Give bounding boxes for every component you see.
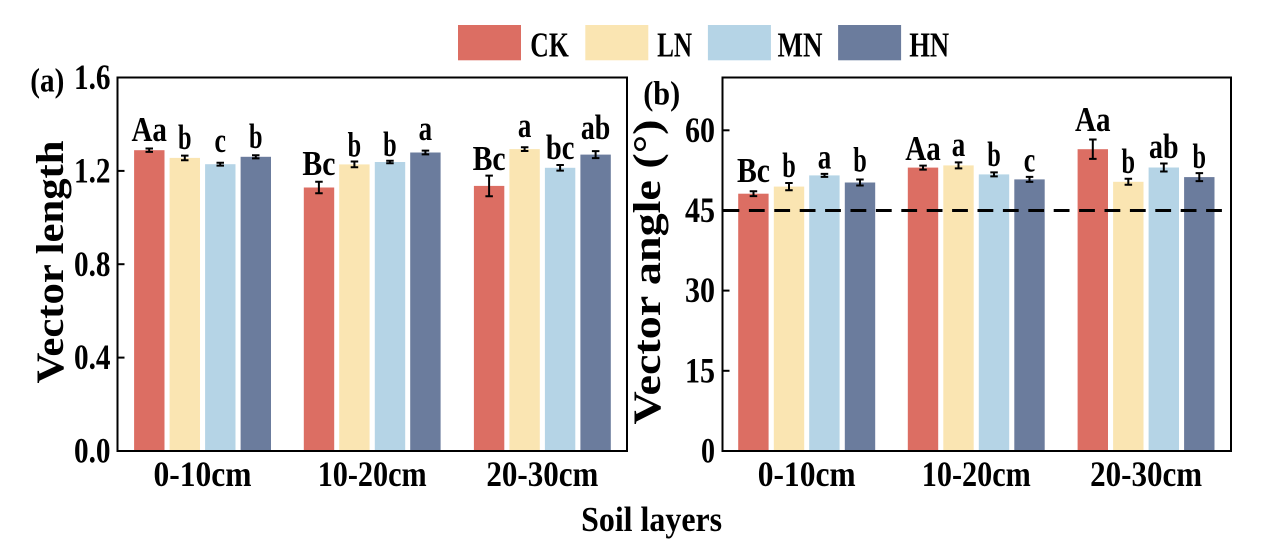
svg-text:Bc: Bc bbox=[737, 151, 770, 190]
svg-text:0: 0 bbox=[701, 431, 715, 471]
svg-text:c: c bbox=[1024, 141, 1036, 180]
svg-text:b: b bbox=[987, 135, 1001, 174]
svg-text:a: a bbox=[518, 106, 532, 145]
svg-text:b: b bbox=[1122, 142, 1136, 181]
svg-text:0.4: 0.4 bbox=[74, 337, 111, 377]
svg-text:60: 60 bbox=[685, 110, 715, 150]
svg-text:a: a bbox=[818, 138, 832, 177]
svg-text:15: 15 bbox=[685, 350, 715, 390]
svg-text:b: b bbox=[178, 118, 192, 157]
svg-text:CK: CK bbox=[530, 26, 569, 65]
svg-text:LN: LN bbox=[657, 26, 692, 65]
svg-text:a: a bbox=[952, 125, 966, 164]
svg-text:10-20cm: 10-20cm bbox=[922, 454, 1031, 494]
svg-text:0-10cm: 0-10cm bbox=[154, 454, 252, 494]
svg-text:Bc: Bc bbox=[473, 139, 506, 178]
svg-text:10-20cm: 10-20cm bbox=[318, 454, 427, 494]
svg-text:Bc: Bc bbox=[302, 144, 335, 183]
svg-text:MN: MN bbox=[778, 26, 823, 65]
svg-text:b: b bbox=[383, 125, 397, 164]
svg-text:b: b bbox=[782, 146, 796, 185]
svg-text:Aa: Aa bbox=[131, 110, 167, 149]
svg-text:a: a bbox=[419, 109, 433, 148]
svg-text:HN: HN bbox=[909, 26, 949, 65]
svg-text:(b): (b) bbox=[643, 75, 680, 112]
svg-text:0-10cm: 0-10cm bbox=[758, 454, 856, 494]
svg-text:0.0: 0.0 bbox=[74, 431, 111, 471]
svg-text:30: 30 bbox=[685, 270, 715, 310]
svg-text:Vector angle (°): Vector angle (°) bbox=[626, 120, 669, 425]
svg-text:20-30cm: 20-30cm bbox=[486, 454, 598, 494]
svg-text:b: b bbox=[1193, 137, 1207, 176]
svg-text:Aa: Aa bbox=[1075, 100, 1111, 139]
svg-text:c: c bbox=[214, 121, 226, 160]
svg-text:b: b bbox=[348, 126, 362, 165]
svg-text:ab: ab bbox=[581, 108, 611, 147]
svg-text:Soil layers: Soil layers bbox=[581, 500, 722, 539]
svg-text:1.2: 1.2 bbox=[74, 150, 111, 190]
svg-text:Aa: Aa bbox=[905, 129, 941, 168]
svg-text:(a): (a) bbox=[30, 63, 64, 100]
svg-text:b: b bbox=[249, 117, 263, 156]
svg-text:20-30cm: 20-30cm bbox=[1090, 454, 1202, 494]
svg-text:bc: bc bbox=[546, 128, 575, 167]
svg-text:b: b bbox=[853, 141, 867, 180]
svg-text:45: 45 bbox=[685, 190, 715, 230]
svg-text:Vector length: Vector length bbox=[29, 140, 72, 383]
svg-text:0.8: 0.8 bbox=[74, 244, 111, 284]
svg-text:1.6: 1.6 bbox=[74, 57, 111, 97]
svg-text:ab: ab bbox=[1149, 127, 1179, 166]
